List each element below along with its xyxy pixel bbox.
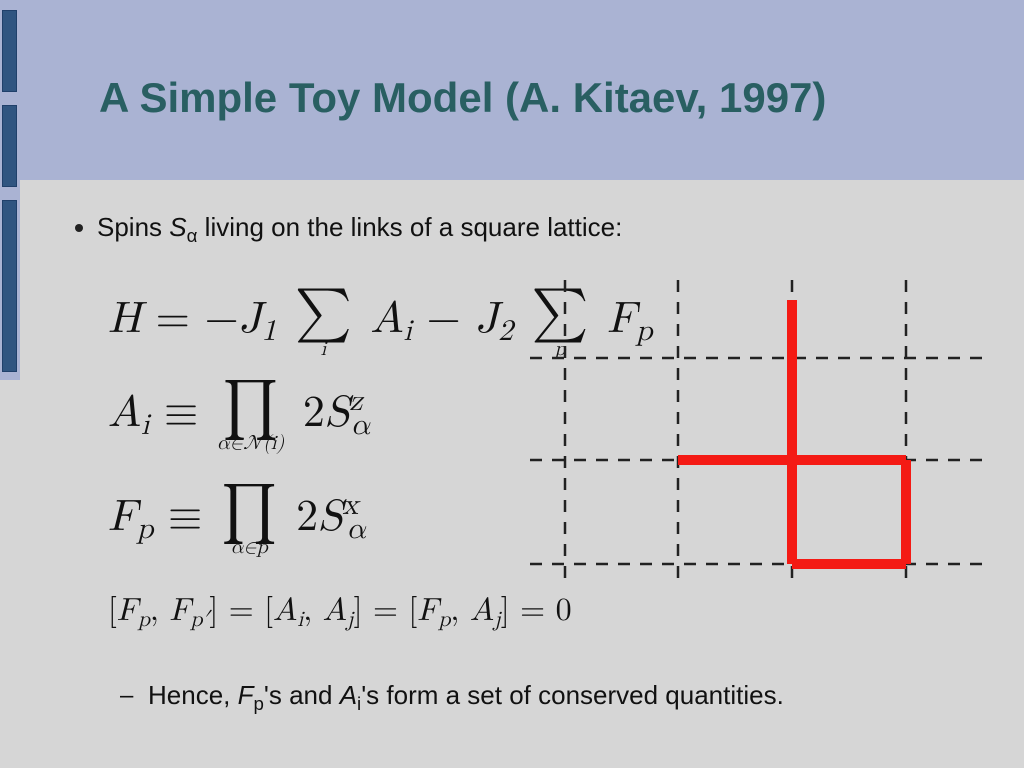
sidebar-block (2, 10, 17, 92)
bullet-sym: S (169, 212, 186, 242)
equation-Fp: Fp ≡ ∏ α∈p 2Sxα (108, 482, 366, 559)
conclusion-text: Hence, Fp's and Ai's form a set of conse… (148, 680, 784, 711)
slide: A Simple Toy Model (A. Kitaev, 1997) Spi… (0, 0, 1024, 768)
concl-pre: Hence, (148, 680, 238, 710)
slide-title: A Simple Toy Model (A. Kitaev, 1997) (99, 74, 826, 122)
bullet-pre: Spins (97, 212, 169, 242)
sub-bullet-dash-icon: – (120, 682, 133, 710)
lattice-diagram (530, 280, 990, 580)
bullet-post: living on the links of a square lattice: (197, 212, 622, 242)
concl-F: F (238, 680, 254, 710)
concl-Fsub: p (254, 693, 264, 714)
bullet-dot-icon (75, 224, 83, 232)
bullet-text: Spins Sα living on the links of a square… (97, 212, 622, 243)
equation-Ai: Ai ≡ ∏ α∈𝒩(i) 2Szα (108, 378, 370, 455)
bullet-item: Spins Sα living on the links of a square… (75, 212, 965, 243)
equation-commutators: [Fp, Fp′] = [Ai, Aj] = [Fp, Aj] = 0 (108, 592, 572, 630)
concl-A: A (340, 680, 357, 710)
sidebar-block (2, 200, 17, 372)
body: Spins Sα living on the links of a square… (85, 200, 965, 243)
bullet-sub: α (187, 225, 198, 246)
sidebar-block (2, 105, 17, 187)
concl-Asub: i (357, 693, 361, 714)
concl-post: 's form a set of conserved quantities. (361, 680, 784, 710)
sidebar (0, 0, 20, 380)
concl-mid: 's and (264, 680, 340, 710)
